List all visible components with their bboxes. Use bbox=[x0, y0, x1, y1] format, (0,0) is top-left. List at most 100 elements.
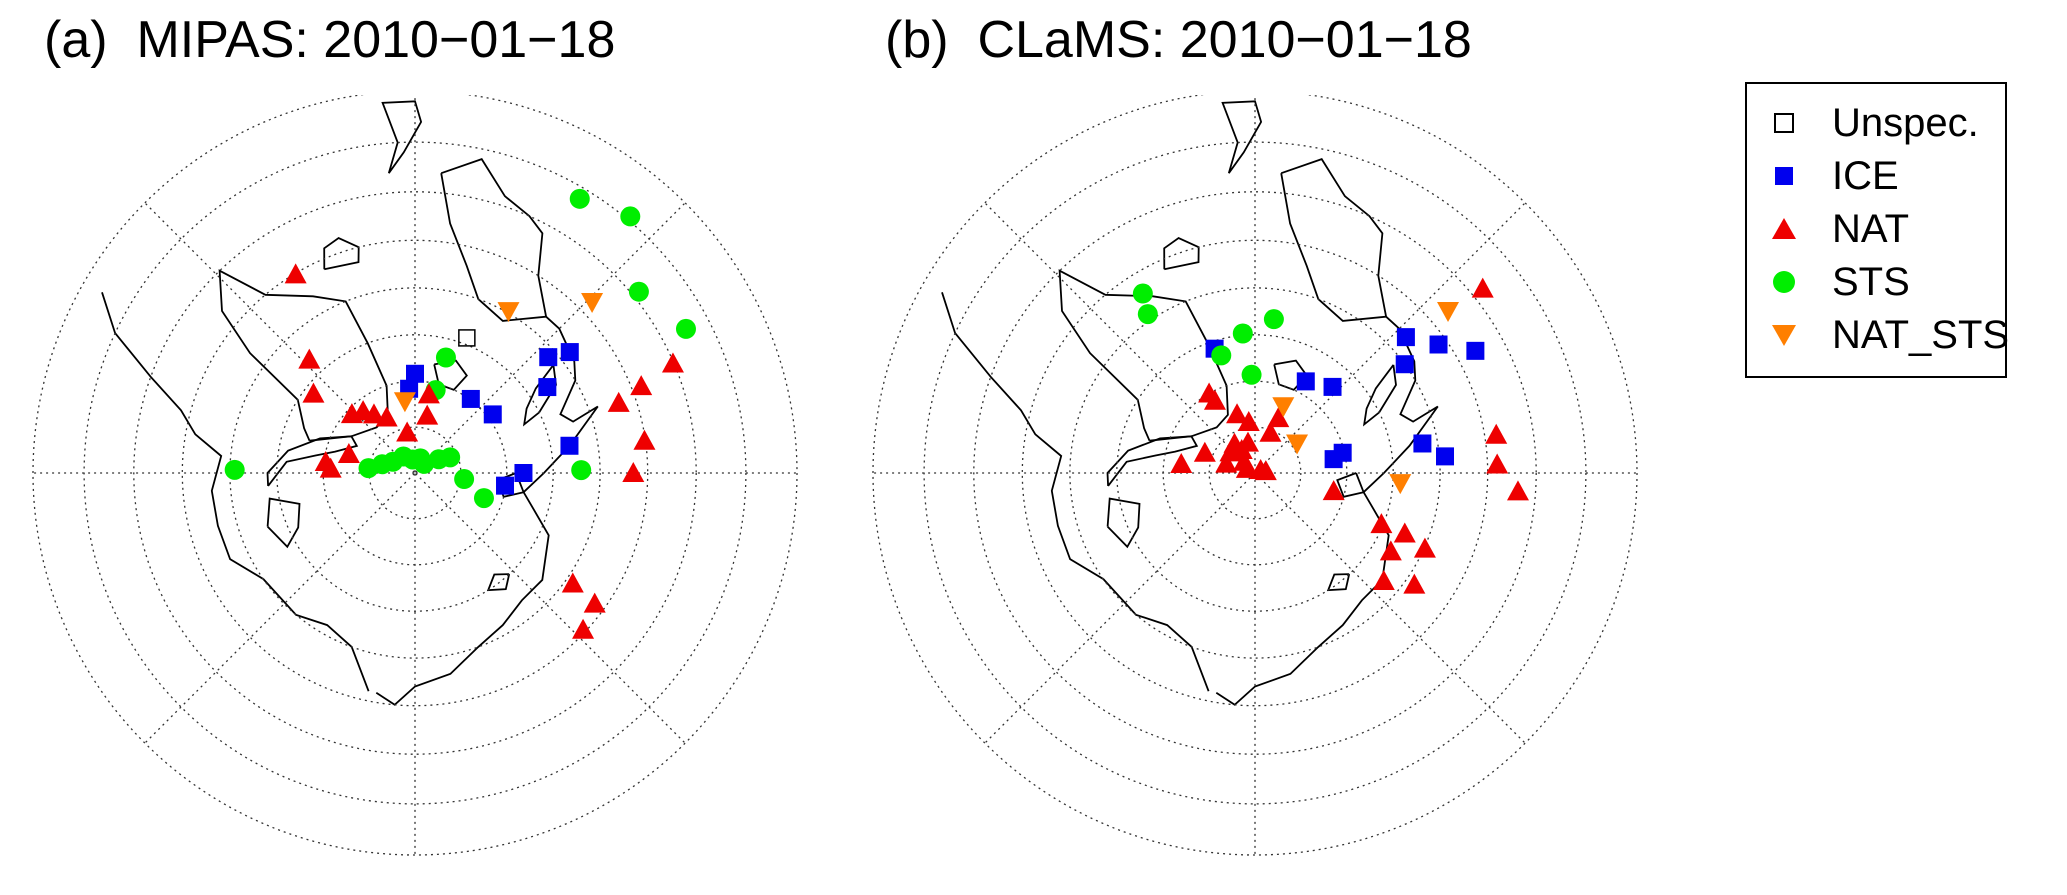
meridian-line bbox=[984, 473, 1255, 744]
marker-ice bbox=[496, 476, 515, 495]
marker-ice bbox=[538, 378, 557, 397]
marker-sts bbox=[571, 460, 592, 481]
panel-a-title: (a) MIPAS: 2010−01−18 bbox=[44, 11, 616, 69]
marker-ice bbox=[1429, 335, 1448, 354]
latitude-circle bbox=[872, 95, 1638, 856]
legend-label: ICE bbox=[1832, 154, 1899, 198]
marker-ice bbox=[560, 436, 579, 455]
marker-nat bbox=[1379, 540, 1402, 561]
marker-sts bbox=[1263, 309, 1284, 330]
coastline bbox=[1058, 269, 1229, 442]
marker-sts bbox=[628, 281, 649, 302]
marker-ice bbox=[1396, 328, 1415, 347]
legend-item-sts: STS bbox=[1747, 257, 2005, 307]
marker-nat bbox=[630, 375, 653, 396]
observations bbox=[1132, 277, 1529, 594]
marker-nat bbox=[1372, 570, 1395, 591]
marker-sts bbox=[224, 459, 245, 480]
marker-nat bbox=[298, 348, 321, 369]
marker-nat bbox=[319, 457, 342, 478]
legend-label: NAT bbox=[1832, 207, 1910, 251]
meridian-line bbox=[144, 202, 415, 473]
marker-sts bbox=[569, 188, 590, 209]
marker-ice bbox=[1395, 355, 1414, 374]
marker-nat-sts bbox=[497, 302, 520, 323]
marker-nat bbox=[1403, 573, 1426, 594]
coastline bbox=[440, 158, 548, 322]
marker-nat bbox=[607, 391, 630, 412]
marker-nat bbox=[1235, 457, 1258, 478]
marker-nat bbox=[1254, 460, 1277, 481]
observations bbox=[224, 188, 696, 639]
marker-ice bbox=[1333, 443, 1352, 462]
legend: Unspec. ICE NAT STS NAT_STS bbox=[1745, 82, 2010, 378]
coastline bbox=[1163, 236, 1200, 271]
marker-nat bbox=[1193, 441, 1216, 462]
legend-label: NAT_STS bbox=[1832, 313, 2010, 357]
coastlines bbox=[101, 100, 599, 706]
legend-item-ice: ICE bbox=[1747, 151, 2005, 201]
marker-nat bbox=[1226, 403, 1249, 424]
marker-nat bbox=[1486, 453, 1509, 474]
coastline bbox=[1326, 573, 1351, 592]
marker-nat-sts bbox=[393, 392, 416, 413]
blue-square-icon bbox=[1775, 167, 1793, 185]
marker-sts bbox=[440, 447, 461, 468]
open-square-icon bbox=[1774, 113, 1794, 133]
marker-nat bbox=[417, 383, 440, 404]
marker-nat bbox=[396, 421, 419, 442]
legend-label: Unspec. bbox=[1832, 101, 1979, 145]
marker-nat-sts bbox=[1272, 397, 1295, 418]
marker-nat bbox=[1506, 480, 1529, 501]
coastline bbox=[1215, 316, 1439, 706]
coastline bbox=[1362, 364, 1397, 427]
marker-sts bbox=[435, 347, 456, 368]
marker-ice bbox=[1466, 341, 1485, 360]
marker-nat-sts bbox=[581, 292, 604, 313]
marker-nat bbox=[1198, 382, 1221, 403]
marker-nat bbox=[302, 382, 325, 403]
marker-nat bbox=[1170, 452, 1193, 473]
coastlines bbox=[941, 100, 1439, 706]
red-triangle-icon bbox=[1772, 218, 1796, 239]
marker-nat bbox=[572, 618, 595, 639]
marker-nat bbox=[661, 352, 684, 373]
latitude-circle bbox=[1116, 334, 1394, 612]
meridian-line bbox=[984, 202, 1255, 473]
marker-ice bbox=[539, 348, 558, 367]
marker-sts bbox=[473, 488, 494, 509]
marker-nat-sts bbox=[1389, 474, 1412, 495]
marker-nat bbox=[583, 592, 606, 613]
marker-ice bbox=[514, 464, 533, 482]
marker-nat-sts bbox=[1286, 434, 1309, 455]
marker-nat bbox=[340, 403, 363, 424]
marker-ice bbox=[1413, 434, 1432, 453]
map-panel-a bbox=[32, 95, 798, 856]
marker-nat-sts bbox=[1437, 302, 1460, 323]
marker-nat bbox=[633, 429, 656, 450]
marker-nat bbox=[1393, 522, 1416, 543]
marker-unspec- bbox=[458, 329, 476, 347]
latitude-circle bbox=[32, 95, 798, 856]
marker-nat bbox=[1413, 537, 1436, 558]
marker-nat bbox=[1259, 421, 1282, 442]
legend-item-unspec: Unspec. bbox=[1747, 98, 2005, 148]
latitude-circle bbox=[923, 141, 1587, 805]
coastline bbox=[323, 236, 360, 271]
coastline bbox=[375, 316, 599, 706]
marker-sts bbox=[454, 469, 475, 490]
marker-ice bbox=[1323, 377, 1342, 396]
latitude-circle bbox=[229, 287, 601, 659]
marker-nat bbox=[561, 572, 584, 593]
coastline bbox=[1336, 472, 1365, 498]
green-circle-icon bbox=[1773, 271, 1795, 293]
latitude-circle bbox=[1069, 287, 1441, 659]
marker-ice bbox=[1436, 447, 1455, 466]
latitude-circle bbox=[973, 191, 1537, 755]
marker-nat bbox=[284, 263, 307, 284]
marker-nat bbox=[1237, 411, 1260, 432]
latitude-circle bbox=[276, 334, 554, 612]
latitude-circle bbox=[1208, 426, 1302, 520]
marker-sts bbox=[1137, 304, 1158, 325]
marker-sts bbox=[675, 318, 696, 339]
